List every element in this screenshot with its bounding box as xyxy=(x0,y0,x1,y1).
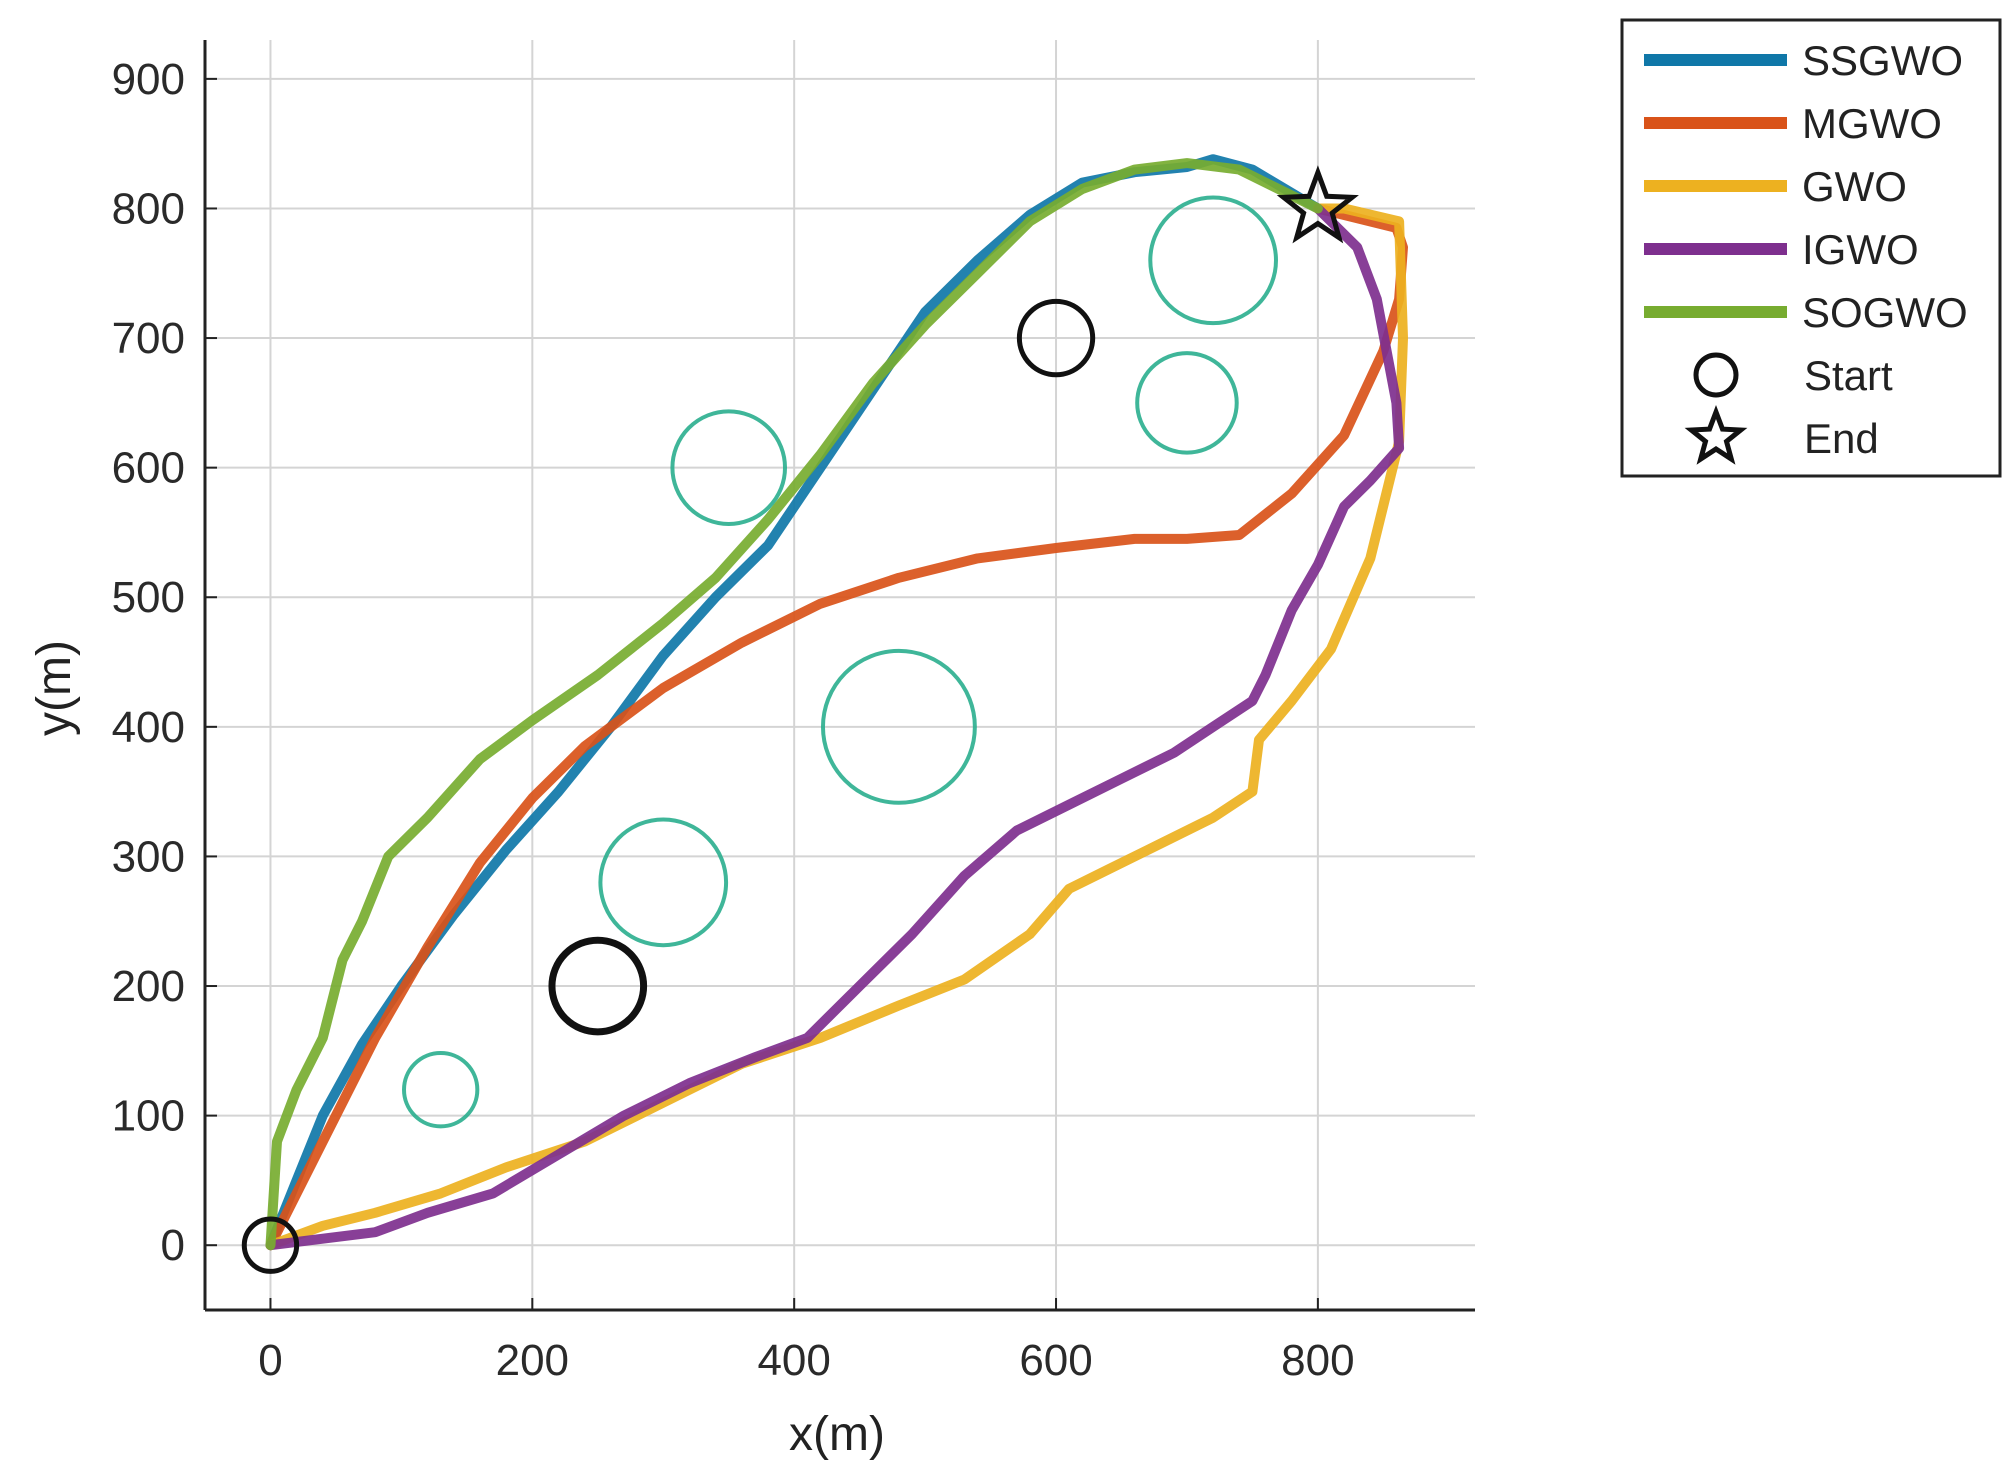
legend-label-sogwo: SOGWO xyxy=(1802,289,1968,336)
black-circle-marker xyxy=(241,1216,300,1274)
grid xyxy=(205,40,1475,1310)
legend-label-igwo: IGWO xyxy=(1802,226,1919,273)
y-tick-label: 0 xyxy=(161,1221,185,1270)
series-line-igwo xyxy=(265,203,1405,1251)
x-axis-label: x(m) xyxy=(789,1408,885,1461)
obstacle-circle xyxy=(820,648,977,805)
legend-start-circle-icon xyxy=(1693,352,1739,398)
obstacle-circle xyxy=(670,409,788,526)
y-tick-label: 300 xyxy=(112,832,185,881)
markers xyxy=(241,165,1359,1274)
legend: SSGWO MGWO GWO IGWO SOGWO Start End xyxy=(1620,18,2002,478)
x-tick-label: 800 xyxy=(1281,1336,1354,1385)
y-tick-label: 800 xyxy=(112,184,185,233)
legend-items: SSGWO MGWO GWO IGWO SOGWO Start End xyxy=(1644,37,1968,465)
y-tick-label: 900 xyxy=(112,55,185,104)
black-circle-marker xyxy=(1016,298,1096,378)
y-tick-label: 100 xyxy=(112,1092,185,1141)
y-tick-label: 600 xyxy=(112,444,185,493)
legend-label-ssgwo: SSGWO xyxy=(1802,37,1963,84)
series-lines xyxy=(265,154,1408,1251)
y-tick-label: 200 xyxy=(112,962,185,1011)
legend-label-gwo: GWO xyxy=(1802,163,1907,210)
obstacles xyxy=(402,195,1278,1129)
x-tick-label: 600 xyxy=(1019,1336,1092,1385)
legend-label-start: Start xyxy=(1804,352,1893,399)
series-line-gwo xyxy=(265,203,1408,1251)
y-tick-label: 400 xyxy=(112,703,185,752)
y-tick-label: 500 xyxy=(112,573,185,622)
series-line-sogwo xyxy=(265,158,1323,1251)
series-line-mgwo xyxy=(265,203,1408,1251)
legend-label-mgwo: MGWO xyxy=(1802,100,1942,147)
x-tick-label: 400 xyxy=(757,1336,830,1385)
y-tick-label: 700 xyxy=(112,314,185,363)
obstacle-circle xyxy=(402,1051,480,1129)
obstacle-circle xyxy=(1135,351,1239,455)
legend-end-star-icon xyxy=(1684,404,1748,465)
x-tick-label: 0 xyxy=(258,1336,282,1385)
obstacle-circle xyxy=(598,817,729,948)
end-star-icon xyxy=(1276,165,1359,244)
legend-label-end: End xyxy=(1804,415,1879,462)
obstacle-circle xyxy=(1148,195,1278,326)
x-tick-label: 200 xyxy=(496,1336,569,1385)
axes: 0 200 400 600 800 0 100 200 300 400 500 600 700 800 90… xyxy=(112,40,1475,1385)
black-circle-marker xyxy=(548,936,648,1036)
y-axis-label: y(m) xyxy=(28,640,81,736)
